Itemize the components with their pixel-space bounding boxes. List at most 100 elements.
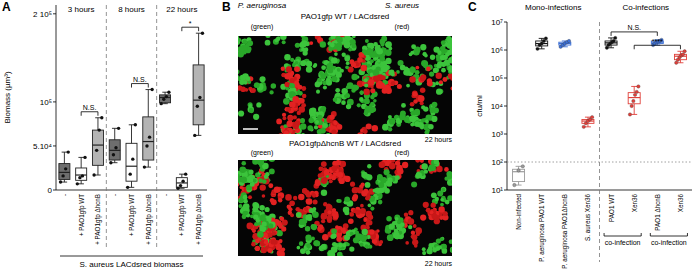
red-cell bbox=[333, 214, 338, 219]
green-cell bbox=[425, 120, 429, 124]
data-point bbox=[112, 153, 115, 156]
green-cell bbox=[442, 244, 447, 249]
green-cell bbox=[242, 214, 247, 219]
red-cell bbox=[332, 120, 338, 126]
green-cell bbox=[321, 244, 327, 250]
green-cell bbox=[302, 50, 307, 55]
group-label: Mono-infections bbox=[525, 3, 581, 12]
green-cell bbox=[370, 206, 374, 210]
green-cell bbox=[247, 47, 252, 52]
green-cell bbox=[380, 56, 386, 62]
category-label: Xen36 bbox=[631, 194, 638, 213]
green-cell bbox=[410, 51, 414, 55]
green-cell bbox=[346, 94, 350, 98]
green-cell bbox=[345, 36, 351, 40]
green-cell bbox=[386, 229, 391, 234]
green-cell bbox=[348, 48, 352, 52]
green-cell bbox=[440, 203, 444, 207]
panel-A: ABiomass (µm³)05.10⁴10⁵2 10⁵3 hours8 hou… bbox=[2, 0, 207, 269]
red-cell bbox=[372, 239, 377, 244]
data-point bbox=[95, 149, 98, 152]
data-point bbox=[134, 123, 137, 126]
median bbox=[59, 172, 70, 173]
red-cell bbox=[238, 85, 242, 91]
red-cell bbox=[326, 204, 331, 209]
green-cell bbox=[444, 177, 448, 181]
red-cell bbox=[379, 240, 383, 244]
data-point bbox=[165, 95, 168, 98]
red-cell bbox=[335, 160, 341, 166]
whisker-cap bbox=[62, 182, 67, 183]
whisker-cap bbox=[516, 185, 522, 186]
y-tick bbox=[504, 78, 507, 79]
red-cell bbox=[397, 160, 401, 161]
red-cell bbox=[395, 160, 400, 165]
category-label: + PAO1gfp WT bbox=[78, 194, 86, 236]
group-separator bbox=[156, 5, 157, 250]
green-cell bbox=[411, 115, 416, 120]
green-cell bbox=[448, 65, 452, 70]
green-cell bbox=[305, 226, 310, 231]
red-cell bbox=[361, 182, 365, 186]
red-cell bbox=[423, 202, 429, 208]
green-cell bbox=[300, 60, 306, 66]
green-cell bbox=[257, 231, 264, 238]
red-cell bbox=[302, 94, 307, 99]
y-tick bbox=[504, 106, 507, 107]
green-cell bbox=[300, 118, 305, 123]
green-cell bbox=[306, 243, 311, 248]
data-point bbox=[160, 102, 163, 105]
red-cell bbox=[282, 116, 286, 120]
green-cell bbox=[330, 234, 335, 239]
green-cell bbox=[432, 103, 436, 107]
group-bracket-label: co-infection bbox=[651, 239, 687, 246]
y-tick bbox=[53, 101, 56, 102]
red-cell bbox=[333, 120, 338, 125]
red-cell bbox=[372, 125, 378, 131]
green-cell bbox=[437, 51, 441, 55]
green-cell bbox=[436, 89, 442, 95]
green-cell bbox=[250, 182, 255, 187]
green-cell bbox=[365, 182, 371, 188]
green-cell bbox=[238, 36, 239, 41]
green-cell bbox=[284, 54, 291, 61]
y-tick bbox=[53, 145, 56, 146]
green-cell bbox=[344, 56, 350, 62]
green-cell bbox=[441, 68, 446, 73]
strain-label: PAO1gfp WT / LACdsred bbox=[301, 12, 390, 21]
green-cell bbox=[320, 41, 326, 47]
channel-label: (green) bbox=[251, 149, 274, 157]
red-cell bbox=[420, 160, 424, 163]
red-cell bbox=[289, 116, 294, 121]
green-cell bbox=[269, 168, 275, 174]
whisker-cap bbox=[516, 166, 522, 167]
red-cell bbox=[298, 194, 304, 200]
green-cell bbox=[335, 88, 340, 93]
green-cell bbox=[269, 160, 276, 162]
red-cell bbox=[397, 84, 402, 89]
panel-label: C bbox=[468, 0, 477, 14]
green-cell bbox=[238, 51, 244, 58]
red-cell bbox=[413, 99, 417, 103]
red-cell bbox=[411, 230, 415, 234]
red-cell bbox=[286, 66, 292, 72]
green-cell bbox=[332, 242, 337, 247]
category-label: P. aeruginosa PAO1 WT bbox=[538, 194, 546, 262]
red-cell bbox=[278, 251, 285, 256]
red-cell bbox=[286, 107, 291, 112]
red-cell bbox=[355, 210, 360, 215]
green-cell bbox=[265, 36, 270, 38]
green-cell bbox=[373, 99, 377, 103]
red-cell bbox=[288, 207, 292, 211]
red-cell bbox=[276, 119, 282, 125]
red-cell bbox=[442, 77, 447, 82]
red-cell bbox=[420, 76, 426, 82]
red-cell bbox=[333, 213, 339, 219]
red-cell bbox=[244, 88, 248, 92]
data-point bbox=[193, 134, 196, 137]
green-cell bbox=[249, 104, 253, 108]
green-cell bbox=[389, 70, 394, 75]
red-cell bbox=[382, 88, 388, 94]
green-cell bbox=[445, 52, 450, 57]
y-tick-label: 10⁵ bbox=[40, 98, 52, 107]
